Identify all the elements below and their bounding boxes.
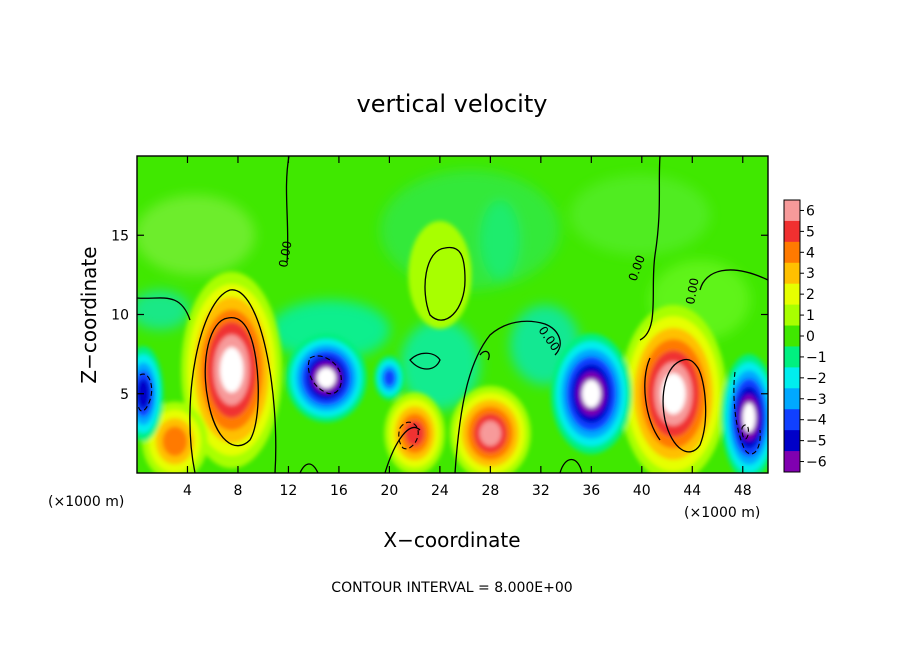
contour-lines: [137, 156, 768, 473]
colorbar-swatch: [784, 451, 800, 473]
y-axis: 5 10 15: [111, 228, 768, 403]
contour-zero: [559, 458, 583, 473]
contour-interval-note: CONTOUR INTERVAL = 8.000E+00: [331, 580, 572, 596]
colorbar-label: 1: [806, 308, 815, 324]
updraft-cell: [479, 420, 502, 446]
chart-title: vertical velocity: [357, 90, 548, 118]
contour-zero: [409, 352, 441, 370]
updraft-cell: [405, 420, 425, 447]
downdraft-cell: [742, 402, 756, 433]
x-unit-right: (×1000 m): [684, 505, 760, 521]
contour-zero: [384, 426, 421, 473]
feature-layer: [137, 220, 768, 473]
x-tick-label: 44: [683, 483, 701, 499]
colorbar-label: 3: [806, 266, 815, 282]
x-tick-label: 24: [431, 483, 449, 499]
colorbar-swatch: [784, 200, 800, 222]
x-tick-label: 40: [633, 483, 651, 499]
y-tick-label: 5: [120, 387, 129, 403]
contour-negative: [137, 355, 761, 455]
colorbar-label: 6: [806, 203, 815, 219]
x-tick-label: 48: [734, 483, 752, 499]
downdraft-cell: [383, 369, 396, 387]
x-tick-label: 12: [280, 483, 298, 499]
updraft-cell: [408, 220, 472, 329]
colorbar-swatch: [784, 283, 800, 306]
contour-negative-line: [741, 424, 749, 440]
contour-zero: [639, 156, 661, 341]
x-axis: 4 8 12 16 20 24 28 32 36 40 44 48: [183, 156, 752, 499]
updraft-cell: [162, 426, 188, 457]
x-tick-label: 16: [330, 483, 348, 499]
y-tick-label: 15: [111, 228, 129, 244]
downdraft-cell: [316, 367, 336, 389]
colorbar-swatch: [784, 241, 800, 264]
colorbar-swatch: [784, 430, 800, 452]
updraft-cell: [661, 373, 686, 415]
contour-zero: [454, 320, 561, 473]
x-tick-label: 20: [380, 483, 398, 499]
x-tick-label: 4: [183, 483, 192, 499]
x-tick-label: 8: [233, 483, 242, 499]
colorbar-label: −6: [806, 455, 827, 471]
velocity-field: 0.00 0.00 0.00 0.00: [137, 156, 768, 473]
downdraft-cell: [582, 379, 601, 408]
contour-zero: [644, 357, 661, 441]
contour-zero: [189, 289, 277, 473]
colorbar-swatch: [784, 220, 800, 243]
contour-inner: [662, 358, 707, 453]
colorbar-swatch: [784, 325, 800, 347]
contour-zero: [285, 156, 290, 263]
contour-zero: [424, 246, 466, 321]
contour-negative-line: [137, 373, 153, 412]
x-axis-label: X−coordinate: [383, 528, 520, 552]
contour-zero: [137, 297, 191, 321]
colorbar-swatch: [784, 262, 800, 285]
contour-negative-line: [733, 371, 761, 455]
colorbar-label: −5: [806, 434, 827, 450]
contour-negative-line: [307, 355, 342, 395]
colorbar-swatch: [784, 409, 800, 431]
colorbar-label: 4: [806, 245, 815, 261]
colorbar-label: −1: [806, 350, 827, 366]
field-shading: [137, 170, 750, 410]
contour-inner: [204, 316, 259, 447]
contour-negative-line: [398, 421, 419, 450]
contour-zero: [699, 269, 768, 291]
colorbar-label: 2: [806, 287, 815, 303]
colorbar: 6 5 4 3 2 1 0 −1 −2 −3 −4 −5 −6: [783, 199, 827, 473]
colorbar-label: −2: [806, 371, 827, 387]
colorbar-swatch: [784, 304, 800, 327]
colorbar-label: 5: [806, 224, 815, 240]
colorbar-swatch: [784, 388, 800, 410]
x-unit-left: (×1000 m): [48, 494, 124, 510]
colorbar-label: −3: [806, 392, 827, 408]
contour-label: 0.00: [683, 277, 701, 306]
colorbar-swatch: [784, 346, 800, 368]
colorbar-label: 0: [806, 329, 815, 345]
x-tick-label: 28: [481, 483, 499, 499]
colorbar-swatch: [784, 367, 800, 389]
contour-label: 0.00: [276, 240, 294, 269]
x-tick-label: 36: [582, 483, 600, 499]
updraft-cell: [220, 347, 244, 393]
contour-zero: [479, 350, 490, 361]
colorbar-label: −4: [806, 413, 827, 429]
y-tick-label: 10: [111, 308, 129, 324]
x-tick-label: 32: [532, 483, 550, 499]
y-axis-label: Z−coordinate: [77, 246, 101, 383]
contour-zero: [299, 463, 319, 473]
